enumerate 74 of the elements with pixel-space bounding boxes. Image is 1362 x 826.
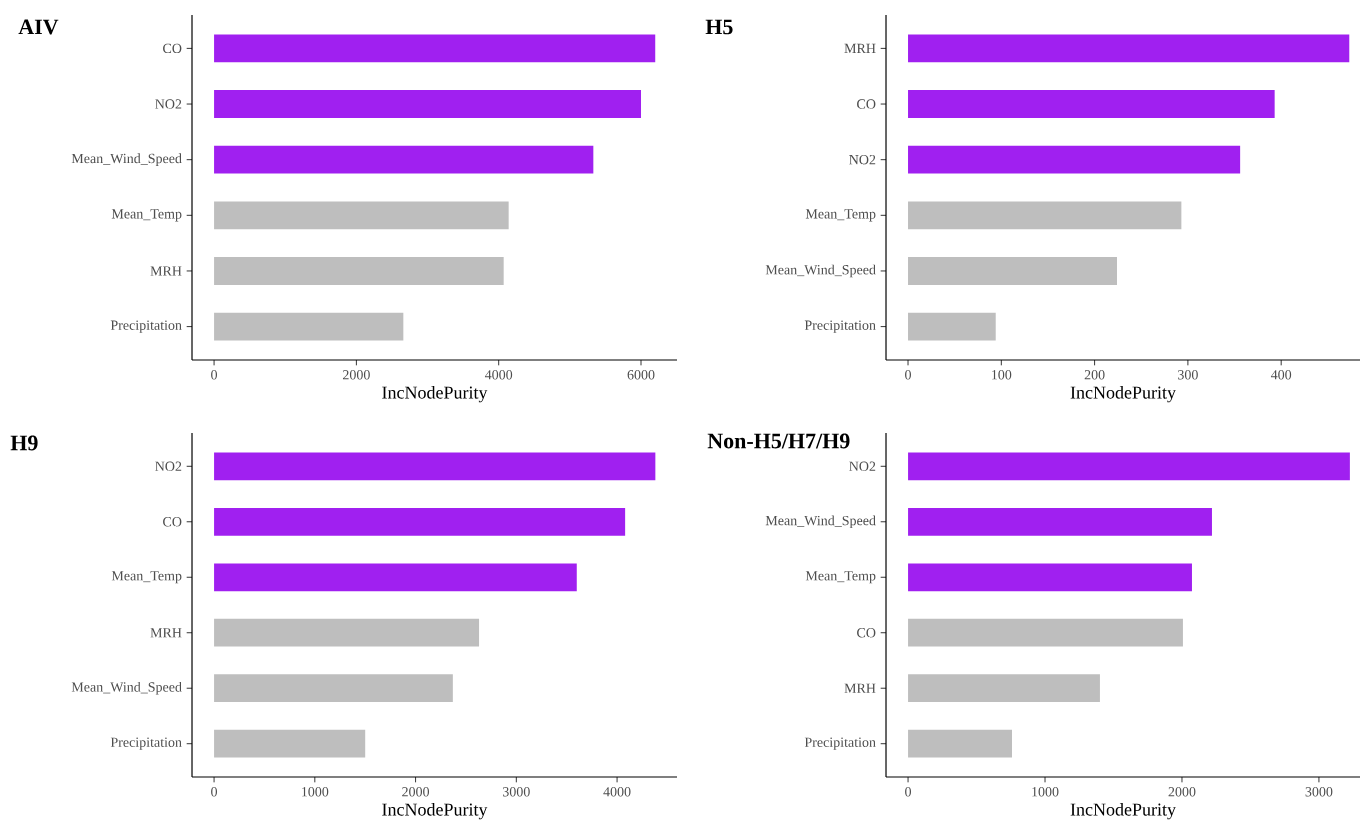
bar — [214, 729, 366, 758]
bar — [908, 201, 1182, 230]
y-tick-label: Precipitation — [804, 737, 876, 750]
x-axis-title: IncNodePurity — [382, 385, 488, 403]
x-tick-label: 6000 — [627, 370, 655, 380]
y-tick-label: CO — [857, 99, 876, 109]
bar — [214, 507, 626, 536]
bar — [908, 145, 1241, 174]
y-tick-label: NO2 — [849, 461, 876, 472]
y-tick-label: Mean_Temp — [805, 571, 876, 584]
x-tick-label: 0 — [211, 787, 218, 797]
x-axis-title: IncNodePurity — [382, 802, 488, 820]
x-tick-label: 2000 — [342, 370, 370, 380]
x-tick-label: 4000 — [484, 370, 513, 380]
bar — [214, 201, 509, 230]
bar — [908, 674, 1100, 703]
y-tick-label: Precipitation — [804, 320, 876, 333]
x-tick-label: 3000 — [1305, 787, 1333, 797]
bar — [908, 34, 1350, 63]
y-tick-label: Mean_Temp — [111, 209, 182, 222]
x-tick-label: 300 — [1178, 370, 1198, 380]
bar — [908, 312, 996, 341]
y-tick-label: NO2 — [155, 461, 182, 472]
y-tick-label: Mean_Wind_Speed — [71, 681, 182, 695]
x-tick-label: 3000 — [502, 787, 530, 797]
y-tick-label: MRH — [150, 266, 182, 276]
x-tick-label: 400 — [1270, 370, 1292, 380]
y-tick-label: Mean_Temp — [111, 571, 182, 584]
x-tick-label: 1000 — [302, 787, 329, 797]
y-tick-label: CO — [163, 43, 182, 54]
y-tick-label: Mean_Temp — [805, 209, 876, 222]
x-tick-label: 0 — [905, 787, 912, 797]
x-tick-label: 0 — [905, 370, 911, 380]
bar — [908, 729, 1013, 758]
y-tick-label: MRH — [844, 683, 876, 693]
bar — [908, 257, 1117, 285]
y-tick-label: Precipitation — [110, 737, 182, 750]
bar — [908, 618, 1183, 647]
y-tick-label: NO2 — [849, 154, 876, 165]
bar — [908, 90, 1275, 118]
bar — [908, 563, 1192, 592]
x-tick-label: 0 — [211, 370, 218, 380]
y-tick-label: MRH — [844, 43, 876, 53]
bar — [908, 452, 1350, 481]
x-tick-label: 2000 — [1168, 787, 1196, 797]
y-tick-label: Mean_Wind_Speed — [765, 515, 876, 529]
x-axis-title: IncNodePurity — [1070, 802, 1176, 820]
x-tick-label: 2000 — [402, 787, 430, 797]
bar — [214, 145, 594, 174]
x-axis-title: IncNodePurity — [1070, 385, 1176, 403]
bar — [214, 312, 404, 341]
y-tick-label: CO — [163, 517, 182, 527]
chart-title: H9 — [10, 435, 38, 451]
y-tick-label: Precipitation — [110, 320, 182, 333]
bar — [214, 618, 480, 647]
bar — [214, 34, 656, 63]
y-tick-label: Mean_Wind_Speed — [71, 153, 182, 167]
bar — [214, 257, 504, 285]
bar — [214, 563, 577, 592]
y-tick-label: NO2 — [155, 99, 182, 109]
x-tick-label: 4000 — [603, 787, 631, 797]
bar — [214, 452, 656, 481]
chart-title: H5 — [705, 19, 733, 35]
bar — [214, 90, 642, 118]
x-tick-label: 200 — [1084, 370, 1105, 380]
x-tick-label: 1000 — [1032, 787, 1059, 797]
y-tick-label: MRH — [150, 628, 182, 638]
y-tick-label: CO — [857, 628, 876, 638]
y-tick-label: Mean_Wind_Speed — [765, 264, 876, 278]
x-tick-label: 100 — [992, 370, 1012, 380]
chart-title: Non-H5/H7/H9 — [707, 433, 850, 449]
chart-title: AIV — [18, 19, 59, 35]
bar — [908, 507, 1212, 536]
bar — [214, 674, 453, 703]
